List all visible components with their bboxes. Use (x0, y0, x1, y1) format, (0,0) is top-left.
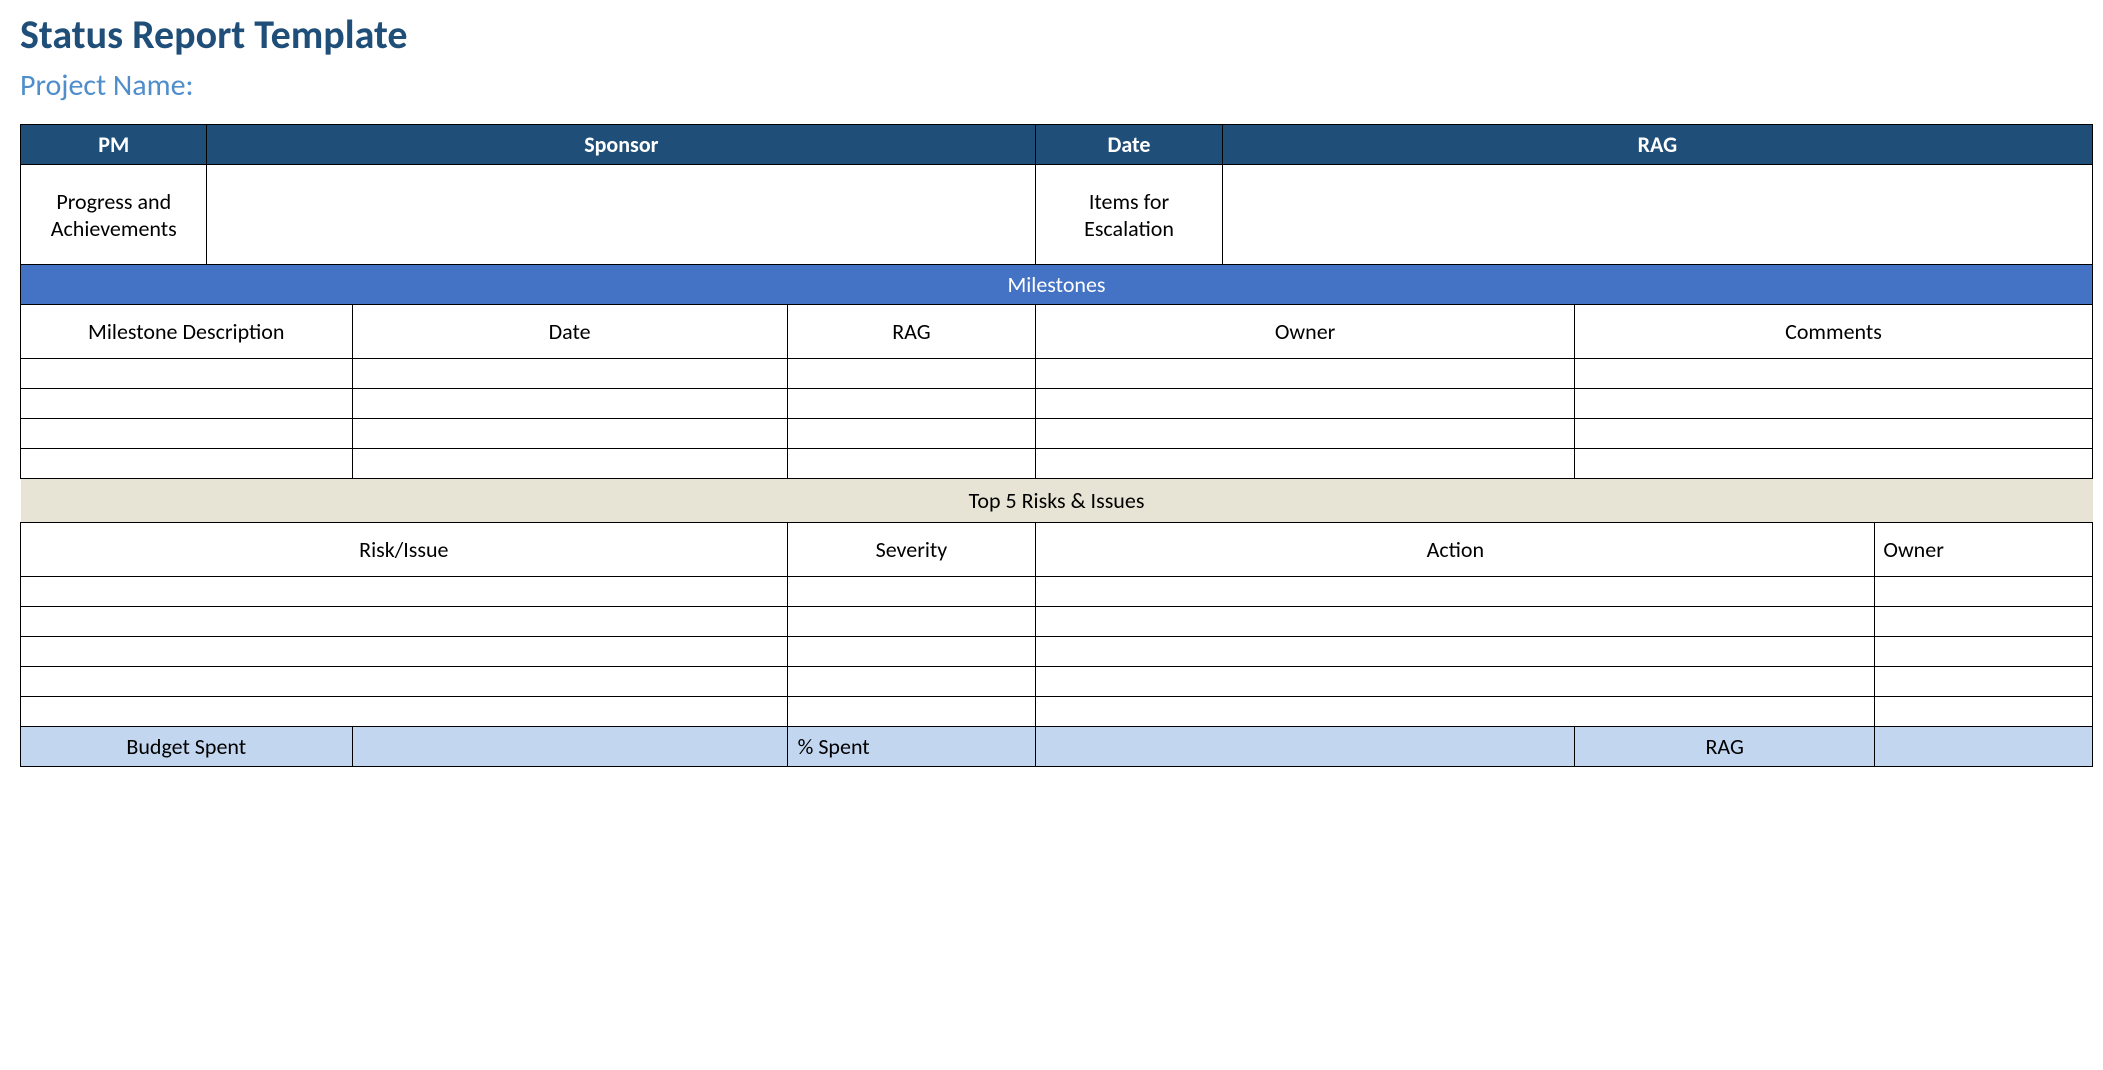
milestone-cell-description[interactable] (21, 449, 353, 479)
milestone-col-description: Milestone Description (21, 305, 353, 359)
risk-cell-owner[interactable] (1875, 667, 2093, 697)
risk-cell-action[interactable] (1036, 637, 1875, 667)
risk-cell-issue[interactable] (21, 607, 788, 637)
milestone-cell-comments[interactable] (1574, 449, 2092, 479)
risk-cell-severity[interactable] (787, 637, 1036, 667)
risk-cell-issue[interactable] (21, 697, 788, 727)
risk-row (21, 577, 2093, 607)
milestone-cell-comments[interactable] (1574, 389, 2092, 419)
milestones-banner-row: Milestones (21, 265, 2093, 305)
progress-achievements-label: Progress and Achievements (21, 165, 207, 265)
risk-row (21, 637, 2093, 667)
milestone-cell-date[interactable] (352, 419, 787, 449)
milestone-cell-date[interactable] (352, 359, 787, 389)
header-sponsor: Sponsor (207, 125, 1036, 165)
risk-cell-severity[interactable] (787, 607, 1036, 637)
risks-col-action: Action (1036, 523, 1875, 577)
header-date: Date (1036, 125, 1222, 165)
budget-rag-label: RAG (1574, 727, 1874, 767)
budget-pct-label: % Spent (787, 727, 1036, 767)
milestone-cell-description[interactable] (21, 359, 353, 389)
risk-cell-owner[interactable] (1875, 607, 2093, 637)
risks-col-owner: Owner (1875, 523, 2093, 577)
milestone-cell-owner[interactable] (1036, 389, 1575, 419)
milestone-cell-owner[interactable] (1036, 449, 1575, 479)
header-pm: PM (21, 125, 207, 165)
items-escalation-value[interactable] (1222, 165, 2092, 265)
risk-cell-action[interactable] (1036, 697, 1875, 727)
risk-cell-action[interactable] (1036, 577, 1875, 607)
risk-cell-issue[interactable] (21, 637, 788, 667)
risk-cell-action[interactable] (1036, 607, 1875, 637)
budget-row: Budget Spent % Spent RAG (21, 727, 2093, 767)
milestone-cell-rag[interactable] (787, 449, 1036, 479)
milestone-col-comments: Comments (1574, 305, 2092, 359)
risk-cell-issue[interactable] (21, 667, 788, 697)
risk-row (21, 697, 2093, 727)
risk-cell-issue[interactable] (21, 577, 788, 607)
milestones-header-row: Milestone Description Date RAG Owner Com… (21, 305, 2093, 359)
risks-col-issue: Risk/Issue (21, 523, 788, 577)
milestone-cell-description[interactable] (21, 419, 353, 449)
milestone-col-owner: Owner (1036, 305, 1575, 359)
milestone-row (21, 389, 2093, 419)
page-title: Status Report Template (20, 10, 2093, 59)
risk-row (21, 607, 2093, 637)
risk-cell-severity[interactable] (787, 667, 1036, 697)
milestone-col-rag: RAG (787, 305, 1036, 359)
risk-cell-owner[interactable] (1875, 577, 2093, 607)
project-name-label: Project Name: (20, 67, 2093, 104)
info-row: Progress and Achievements Items for Esca… (21, 165, 2093, 265)
milestone-col-date: Date (352, 305, 787, 359)
milestone-cell-comments[interactable] (1574, 419, 2092, 449)
milestone-cell-date[interactable] (352, 449, 787, 479)
milestone-cell-rag[interactable] (787, 419, 1036, 449)
top-header-row: PM Sponsor Date RAG (21, 125, 2093, 165)
milestones-banner: Milestones (21, 265, 2093, 305)
budget-spent-value[interactable] (352, 727, 787, 767)
milestone-cell-owner[interactable] (1036, 419, 1575, 449)
milestone-cell-owner[interactable] (1036, 359, 1575, 389)
risk-cell-action[interactable] (1036, 667, 1875, 697)
risk-cell-owner[interactable] (1875, 637, 2093, 667)
budget-spent-label: Budget Spent (21, 727, 353, 767)
risk-cell-severity[interactable] (787, 577, 1036, 607)
items-escalation-label: Items for Escalation (1036, 165, 1222, 265)
risks-col-severity: Severity (787, 523, 1036, 577)
budget-rag-value[interactable] (1875, 727, 2093, 767)
risks-header-row: Risk/Issue Severity Action Owner (21, 523, 2093, 577)
milestone-cell-description[interactable] (21, 389, 353, 419)
header-rag: RAG (1222, 125, 2092, 165)
risks-banner-row: Top 5 Risks & Issues (21, 479, 2093, 523)
budget-pct-value[interactable] (1036, 727, 1575, 767)
risk-cell-owner[interactable] (1875, 697, 2093, 727)
progress-achievements-value[interactable] (207, 165, 1036, 265)
risk-row (21, 667, 2093, 697)
milestone-cell-rag[interactable] (787, 359, 1036, 389)
risks-banner: Top 5 Risks & Issues (21, 479, 2093, 523)
milestone-row (21, 449, 2093, 479)
milestone-row (21, 359, 2093, 389)
milestone-cell-rag[interactable] (787, 389, 1036, 419)
milestone-row (21, 419, 2093, 449)
status-report-table: PM Sponsor Date RAG Progress and Achieve… (20, 124, 2093, 767)
milestone-cell-comments[interactable] (1574, 359, 2092, 389)
risk-cell-severity[interactable] (787, 697, 1036, 727)
milestone-cell-date[interactable] (352, 389, 787, 419)
